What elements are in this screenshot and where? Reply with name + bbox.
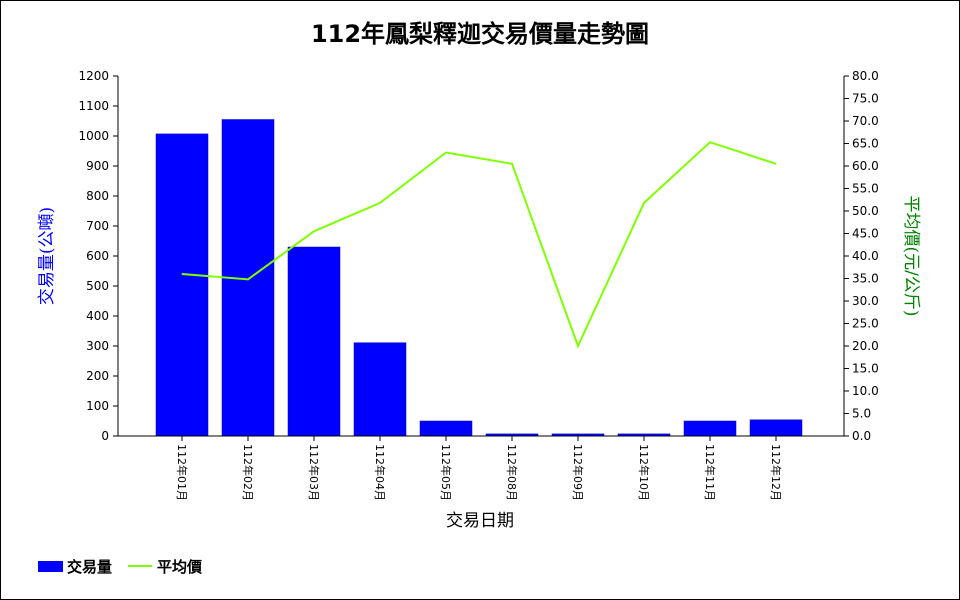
x-tick-label: 112年08月 xyxy=(505,444,519,501)
line-point xyxy=(709,141,711,143)
legend-label-price: 平均價 xyxy=(157,558,203,576)
y-tick-label-right: 55.0 xyxy=(852,182,879,196)
y-tick-label-right: 0.0 xyxy=(852,429,871,443)
x-tick-label: 112年02月 xyxy=(241,444,255,501)
y-tick-label-left: 200 xyxy=(86,369,109,383)
x-tick-label: 112年04月 xyxy=(373,444,387,501)
bar xyxy=(155,133,209,437)
x-tick-label: 112年03月 xyxy=(307,444,321,501)
y-tick-label-right: 25.0 xyxy=(852,317,879,331)
x-axis-title: 交易日期 xyxy=(446,511,514,531)
line-point xyxy=(313,230,315,232)
x-tick-label: 112年12月 xyxy=(769,444,783,501)
x-tick-label: 112年10月 xyxy=(637,444,651,501)
line-point xyxy=(775,163,777,165)
bar xyxy=(683,420,737,437)
x-tick-label: 112年05月 xyxy=(439,444,453,501)
y-tick-label-left: 700 xyxy=(86,219,109,233)
legend-label-volume: 交易量 xyxy=(67,558,112,576)
y-tick-label-left: 1200 xyxy=(78,69,109,83)
y-tick-label-right: 65.0 xyxy=(852,137,879,151)
y-tick-label-right: 75.0 xyxy=(852,92,879,106)
bar xyxy=(749,419,803,437)
x-tick-label: 112年01月 xyxy=(175,444,189,501)
y-tick-label-left: 600 xyxy=(86,249,109,263)
y-axis-title-left: 交易量(公噸) xyxy=(37,207,57,305)
legend-swatch-volume xyxy=(38,561,63,572)
y-tick-label-left: 900 xyxy=(86,159,109,173)
line-point xyxy=(445,152,447,153)
line-point xyxy=(577,345,579,347)
y-tick-label-left: 1000 xyxy=(78,129,109,143)
y-tick-label-right: 35.0 xyxy=(852,272,879,286)
y-tick-label-left: 1100 xyxy=(78,99,109,113)
line-point xyxy=(511,163,513,165)
y-tick-label-right: 30.0 xyxy=(852,294,879,308)
line-point xyxy=(379,202,381,204)
y-tick-label-left: 100 xyxy=(86,399,109,413)
y-tick-label-left: 300 xyxy=(86,339,109,353)
bar xyxy=(419,420,473,437)
y-tick-label-right: 20.0 xyxy=(852,339,879,353)
bar xyxy=(287,246,341,437)
y-tick-label-left: 0 xyxy=(101,429,109,443)
y-tick-label-right: 45.0 xyxy=(852,227,879,241)
y-tick-label-right: 50.0 xyxy=(852,204,879,218)
y-tick-label-left: 800 xyxy=(86,189,109,203)
y-tick-label-right: 70.0 xyxy=(852,114,879,128)
y-axis-title-right: 平均價(元/公斤) xyxy=(901,196,921,317)
y-tick-label-right: 5.0 xyxy=(852,407,871,421)
y-tick-label-right: 15.0 xyxy=(852,362,879,376)
y-tick-label-right: 60.0 xyxy=(852,159,879,173)
line-point xyxy=(247,278,249,280)
x-tick-label: 112年09月 xyxy=(571,444,585,501)
chart-title: 112年鳳梨釋迦交易價量走勢圖 xyxy=(311,20,649,48)
line-point xyxy=(181,273,183,275)
y-tick-label-left: 500 xyxy=(86,279,109,293)
y-tick-label-right: 10.0 xyxy=(852,384,879,398)
y-tick-label-right: 40.0 xyxy=(852,249,879,263)
line-series-avg-price xyxy=(181,141,777,349)
y-tick-label-right: 80.0 xyxy=(852,69,879,83)
line-point xyxy=(643,202,645,204)
x-tick-label: 112年11月 xyxy=(703,444,717,501)
y-tick-label-left: 400 xyxy=(86,309,109,323)
bar xyxy=(353,342,407,437)
